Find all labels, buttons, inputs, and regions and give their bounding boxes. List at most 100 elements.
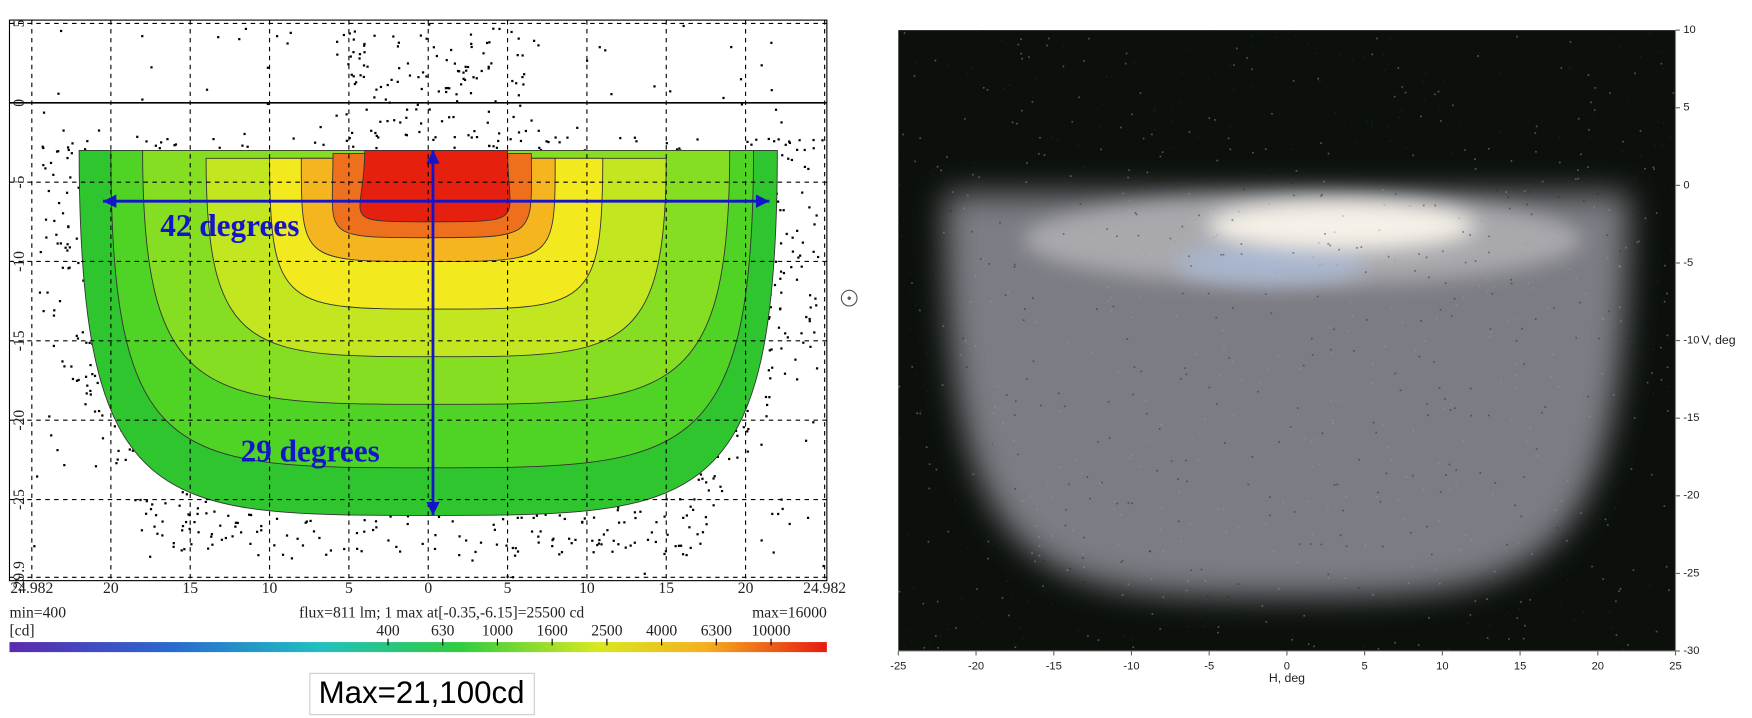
noise-dot [814, 297, 817, 300]
noise-dot [740, 103, 744, 106]
noise-dot [701, 531, 705, 534]
noise-dot [1313, 645, 1315, 648]
noise-dot [801, 241, 804, 244]
noise-dot [1666, 292, 1668, 295]
noise-dot [936, 165, 939, 168]
noise-dot [940, 634, 942, 637]
noise-dot [808, 317, 811, 321]
noise-dot [386, 83, 389, 87]
noise-dot [1470, 538, 1472, 541]
beam-hotspot [1207, 201, 1476, 251]
noise-dot [592, 551, 595, 554]
noise-dot [1321, 432, 1324, 435]
noise-dot [516, 550, 520, 553]
noise-dot [980, 258, 982, 260]
noise-dot [1382, 189, 1384, 191]
noise-dot [777, 138, 780, 141]
noise-dot [639, 510, 642, 513]
noise-dot [1552, 238, 1555, 240]
noise-dot [787, 157, 790, 160]
noise-dot [61, 266, 64, 269]
noise-dot [1295, 169, 1298, 172]
noise-dot [1180, 102, 1183, 105]
noise-dot [1340, 399, 1343, 402]
noise-dot [1327, 573, 1330, 576]
noise-dot [139, 498, 142, 502]
x-tick-label: 20 [738, 580, 754, 597]
noise-dot [1478, 52, 1481, 55]
noise-dot [742, 426, 745, 429]
noise-dot [93, 410, 97, 413]
noise-dot [470, 45, 473, 49]
noise-dot [722, 96, 725, 100]
noise-dot [1356, 247, 1358, 249]
noise-dot [1331, 419, 1333, 422]
noise-dot [1371, 382, 1373, 384]
noise-dot [987, 557, 989, 560]
noise-dot [482, 52, 485, 55]
noise-dot [1558, 135, 1560, 138]
noise-dot [1622, 648, 1625, 651]
noise-dot [1627, 338, 1630, 340]
noise-dot [238, 38, 241, 41]
noise-dot [1202, 625, 1205, 627]
noise-dot [784, 143, 787, 146]
noise-dot [1170, 120, 1173, 123]
noise-dot [1507, 319, 1509, 321]
noise-dot [1014, 263, 1016, 266]
noise-dot [1618, 265, 1621, 267]
noise-dot [1515, 362, 1517, 365]
noise-dot [982, 622, 985, 625]
noise-dot [716, 455, 719, 459]
y-tick-label: -20 [1683, 490, 1699, 502]
noise-dot [521, 54, 524, 57]
noise-dot [1142, 273, 1145, 275]
y-tick-label: -20 [11, 410, 28, 431]
noise-dot [1393, 259, 1396, 262]
noise-dot [1617, 641, 1620, 643]
y-tick-label: -29.9 [11, 561, 28, 594]
noise-dot [623, 521, 626, 524]
noise-dot [914, 62, 917, 64]
noise-dot [734, 429, 738, 433]
noise-dot [1181, 225, 1184, 228]
noise-dot [1057, 139, 1059, 142]
noise-dot [790, 158, 794, 162]
noise-dot [318, 536, 321, 540]
noise-dot [71, 142, 74, 145]
noise-dot [1007, 614, 1010, 617]
noise-dot [1375, 431, 1378, 434]
noise-dot [1534, 318, 1537, 320]
noise-dot [1372, 363, 1374, 366]
noise-dot [1119, 178, 1122, 181]
noise-dot [1112, 305, 1115, 308]
noise-dot [370, 129, 373, 132]
noise-dot [1098, 125, 1101, 128]
noise-dot [777, 326, 781, 329]
noise-dot [1188, 131, 1191, 133]
noise-dot [1332, 422, 1334, 425]
noise-dot [685, 514, 688, 517]
noise-dot [1150, 578, 1153, 580]
noise-dot [598, 46, 601, 49]
noise-dot [493, 528, 497, 531]
noise-dot [1186, 480, 1188, 483]
noise-dot [928, 641, 931, 644]
noise-dot [1390, 458, 1393, 461]
noise-dot [1585, 292, 1587, 295]
noise-dot [568, 537, 571, 540]
noise-dot [712, 504, 715, 507]
noise-dot [678, 147, 681, 150]
x-tick-label: 0 [1284, 661, 1290, 673]
noise-dot [1587, 184, 1590, 187]
noise-dot [554, 136, 557, 139]
noise-dot [1264, 148, 1267, 151]
noise-dot [66, 156, 69, 160]
noise-dot [1593, 206, 1595, 209]
noise-dot [903, 219, 905, 222]
noise-dot [813, 223, 816, 226]
noise-dot [1129, 636, 1132, 638]
noise-dot [231, 535, 234, 538]
noise-dot [1469, 613, 1472, 616]
noise-dot [1179, 377, 1182, 380]
